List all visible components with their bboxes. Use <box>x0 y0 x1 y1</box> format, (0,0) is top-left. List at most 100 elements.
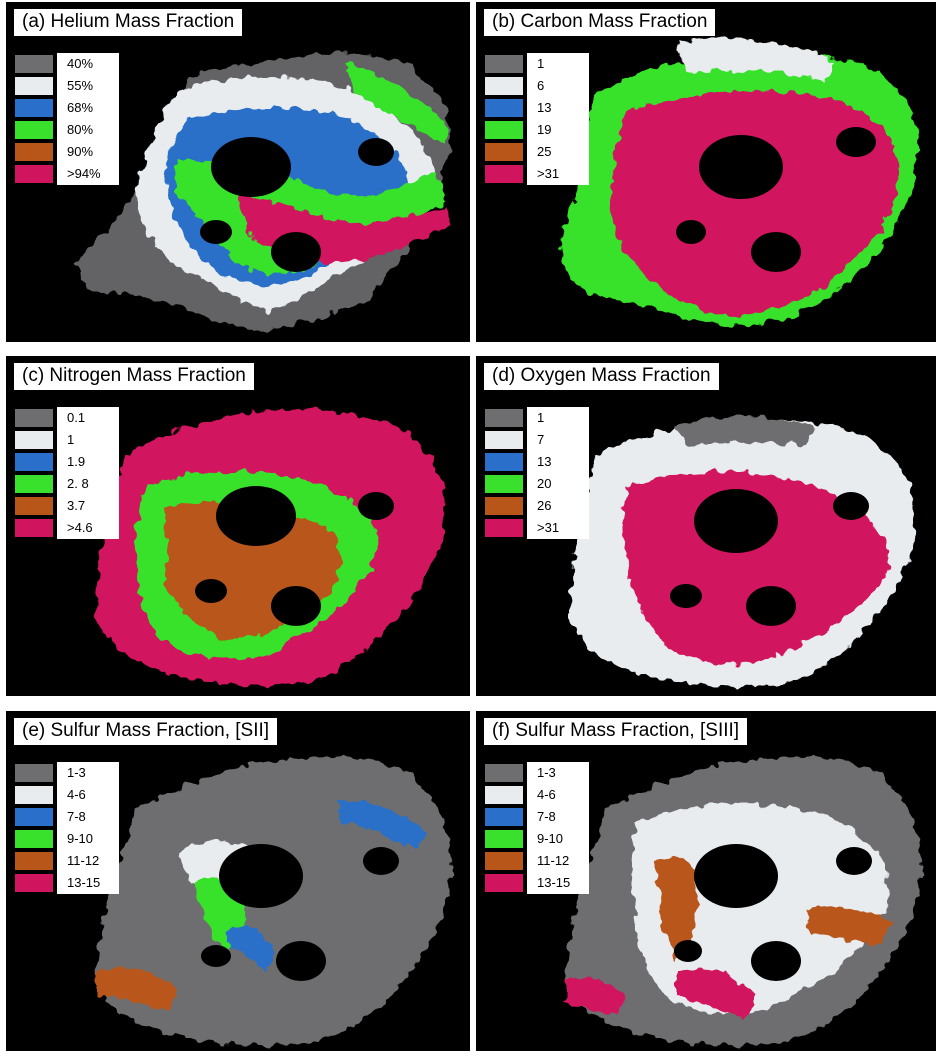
legend-label: 13 <box>537 100 552 115</box>
legend: 1-3 4-6 7-8 9-10 11-12 13-15 <box>485 762 589 894</box>
legend-label: 1-3 <box>537 765 556 780</box>
legend-label: 7-8 <box>67 809 86 824</box>
legend-label: 40% <box>67 56 94 71</box>
legend-label: 1-3 <box>67 765 86 780</box>
legend-label: 1 <box>67 432 75 447</box>
legend-labels: 0.1 1 1.9 2. 8 3.7 >4.6 <box>57 407 119 539</box>
legend-swatch-magenta <box>15 519 53 537</box>
legend-label: 11-12 <box>67 853 100 868</box>
legend-swatch-blue <box>15 453 53 471</box>
legend-swatch-magenta <box>15 874 53 892</box>
legend-label: 4-6 <box>537 787 556 802</box>
legend: 40% 55% 68% 80% 90% >94% <box>15 53 119 185</box>
panel-carbon: (b) Carbon Mass Fraction 1 6 13 19 25 >3… <box>476 2 936 342</box>
sulfur-sii-map-image <box>96 756 451 1046</box>
legend-swatch-gray <box>485 55 523 73</box>
legend-label: 26 <box>537 498 552 513</box>
panel-sulfur-sii: (e) Sulfur Mass Fraction, [SII] 1-3 4-6 … <box>6 711 470 1051</box>
panel-title: (a) Helium Mass Fraction <box>14 9 243 36</box>
legend-label: 2. 8 <box>67 476 89 491</box>
legend-label: 1 <box>537 56 545 71</box>
legend-label: 6 <box>537 78 545 93</box>
legend-swatch-green <box>485 475 523 493</box>
legend-swatch-orange <box>15 852 53 870</box>
legend-swatch-white <box>485 431 523 449</box>
legend-label: >31 <box>537 166 560 181</box>
legend-swatch-white <box>485 77 523 95</box>
legend-swatch-magenta <box>15 165 53 183</box>
legend-swatch-blue <box>485 99 523 117</box>
legend-label: 13-15 <box>67 875 101 890</box>
legend-labels: 1 7 13 20 26 >31 <box>527 407 589 539</box>
legend-label: 55% <box>67 78 94 93</box>
legend-label: 11-12 <box>537 853 570 868</box>
nitrogen-map-image <box>96 409 446 686</box>
panel-title: (e) Sulfur Mass Fraction, [SII] <box>14 718 278 745</box>
legend: 0.1 1 1.9 2. 8 3.7 >4.6 <box>15 407 119 539</box>
legend: 1 7 13 20 26 >31 <box>485 407 589 539</box>
legend-swatch-blue <box>485 808 523 826</box>
legend-swatch-green <box>15 830 53 848</box>
legend-swatch-gray <box>15 764 53 782</box>
panel-helium: (a) Helium Mass Fraction 40% 55% 68% 80%… <box>6 2 470 342</box>
legend-swatch-blue <box>15 99 53 117</box>
panel-sulfur-siii: (f) Sulfur Mass Fraction, [SIII] 1-3 4-6… <box>476 711 936 1051</box>
legend-swatch-gray <box>15 55 53 73</box>
panel-title: (f) Sulfur Mass Fraction, [SIII] <box>484 718 748 745</box>
legend-label: 80% <box>67 122 94 137</box>
legend-label: 7 <box>537 432 545 447</box>
legend-label: 3.7 <box>67 498 86 513</box>
legend-swatch-gray <box>485 764 523 782</box>
legend-swatch-green <box>485 121 523 139</box>
panel-nitrogen: (c) Nitrogen Mass Fraction 0.1 1 1.9 2. … <box>6 356 470 696</box>
legend-label: 4-6 <box>67 787 86 802</box>
legend-swatch-gray <box>15 409 53 427</box>
legend-label: 19 <box>537 122 552 137</box>
legend-swatch-green <box>15 475 53 493</box>
legend-label: 68% <box>67 100 94 115</box>
legend-label: 9-10 <box>67 831 94 846</box>
legend-swatch-white <box>15 431 53 449</box>
legend-swatch-orange <box>15 143 53 161</box>
legend: 1-3 4-6 7-8 9-10 11-12 13-15 <box>15 762 119 894</box>
legend-label: 13-15 <box>537 875 571 890</box>
legend-swatch-orange <box>485 852 523 870</box>
legend-label: >31 <box>537 520 560 535</box>
legend-label: 20 <box>537 476 552 491</box>
legend-swatch-orange <box>485 497 523 515</box>
legend-label: >4.6 <box>67 520 93 535</box>
legend-label: 90% <box>67 144 94 159</box>
carbon-map-image <box>562 38 919 326</box>
legend-label: 0.1 <box>67 410 86 425</box>
legend-swatch-white <box>15 786 53 804</box>
legend-swatch-orange <box>485 143 523 161</box>
panel-oxygen: (d) Oxygen Mass Fraction 1 7 13 20 26 >3… <box>476 356 936 696</box>
legend-label: 25 <box>537 144 552 159</box>
legend-label: 13 <box>537 454 552 469</box>
legend-swatch-green <box>485 830 523 848</box>
helium-map-image <box>76 52 451 332</box>
legend-swatch-magenta <box>485 165 523 183</box>
legend-labels: 1 6 13 19 25 >31 <box>527 53 589 185</box>
legend-labels: 40% 55% 68% 80% 90% >94% <box>57 53 119 185</box>
legend-swatch-orange <box>15 497 53 515</box>
legend-swatch-blue <box>15 808 53 826</box>
legend-swatch-white <box>485 786 523 804</box>
sulfur-siii-map-image <box>566 756 921 1046</box>
legend-labels: 1-3 4-6 7-8 9-10 11-12 13-15 <box>57 762 119 894</box>
legend-label: 1.9 <box>67 454 86 469</box>
legend-label: >94% <box>67 166 101 181</box>
panel-title: (b) Carbon Mass Fraction <box>484 9 716 36</box>
legend-label: 7-8 <box>537 809 556 824</box>
legend-label: 1 <box>537 410 545 425</box>
legend-swatch-magenta <box>485 519 523 537</box>
panel-title: (d) Oxygen Mass Fraction <box>484 363 719 390</box>
legend-label: 9-10 <box>537 831 564 846</box>
legend-swatch-magenta <box>485 874 523 892</box>
panel-title: (c) Nitrogen Mass Fraction <box>14 363 254 390</box>
legend: 1 6 13 19 25 >31 <box>485 53 589 185</box>
legend-swatch-green <box>15 121 53 139</box>
legend-labels: 1-3 4-6 7-8 9-10 11-12 13-15 <box>527 762 589 894</box>
oxygen-map-image <box>571 416 916 687</box>
legend-swatch-blue <box>485 453 523 471</box>
